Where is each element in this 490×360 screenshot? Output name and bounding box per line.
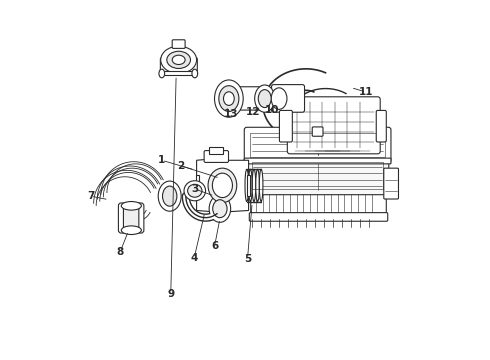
Ellipse shape [213,200,227,218]
Bar [265,93,279,105]
Text: 13: 13 [224,109,239,119]
FancyBboxPatch shape [246,156,389,195]
Ellipse shape [122,226,141,234]
Ellipse shape [161,46,196,73]
Ellipse shape [163,186,177,206]
Ellipse shape [219,86,239,112]
Ellipse shape [158,181,181,211]
Text: 4: 4 [191,253,198,263]
Ellipse shape [184,181,205,201]
Bar [247,175,250,196]
FancyBboxPatch shape [227,87,270,110]
Ellipse shape [188,184,202,197]
FancyBboxPatch shape [204,150,228,162]
FancyBboxPatch shape [160,58,197,75]
Bar [163,71,195,75]
Text: 2: 2 [177,161,184,171]
FancyBboxPatch shape [123,208,139,228]
Ellipse shape [271,88,287,109]
Ellipse shape [212,173,232,198]
FancyBboxPatch shape [251,189,386,217]
FancyBboxPatch shape [287,97,380,154]
Ellipse shape [258,90,271,108]
FancyBboxPatch shape [279,111,293,142]
FancyBboxPatch shape [249,213,388,221]
Text: 9: 9 [167,289,174,299]
Ellipse shape [209,195,231,222]
Text: 12: 12 [245,107,260,117]
Bar [250,134,385,157]
Bar [209,147,223,154]
Polygon shape [196,158,248,212]
Ellipse shape [245,169,248,202]
Ellipse shape [167,51,191,68]
Ellipse shape [255,85,275,112]
FancyBboxPatch shape [376,111,386,142]
FancyBboxPatch shape [245,158,391,164]
Bar [252,162,383,189]
FancyBboxPatch shape [384,168,398,199]
Ellipse shape [256,169,259,202]
Text: 6: 6 [211,241,218,251]
FancyBboxPatch shape [119,203,144,233]
Ellipse shape [259,169,263,202]
Text: 3: 3 [191,184,198,194]
Ellipse shape [122,202,141,210]
Ellipse shape [223,92,234,105]
Text: 1: 1 [158,155,166,165]
Text: 11: 11 [359,87,373,97]
Text: 5: 5 [244,254,251,264]
Ellipse shape [252,169,256,202]
Ellipse shape [172,55,185,64]
Text: 8: 8 [117,247,124,257]
Ellipse shape [215,80,243,117]
FancyBboxPatch shape [271,85,304,112]
FancyBboxPatch shape [312,127,323,136]
Ellipse shape [248,169,252,202]
Ellipse shape [192,69,197,78]
Ellipse shape [159,69,165,78]
Text: 7: 7 [87,191,95,201]
Bar [196,175,199,196]
Ellipse shape [208,168,237,203]
FancyBboxPatch shape [172,40,185,48]
Text: 10: 10 [265,105,279,116]
FancyBboxPatch shape [245,127,391,163]
